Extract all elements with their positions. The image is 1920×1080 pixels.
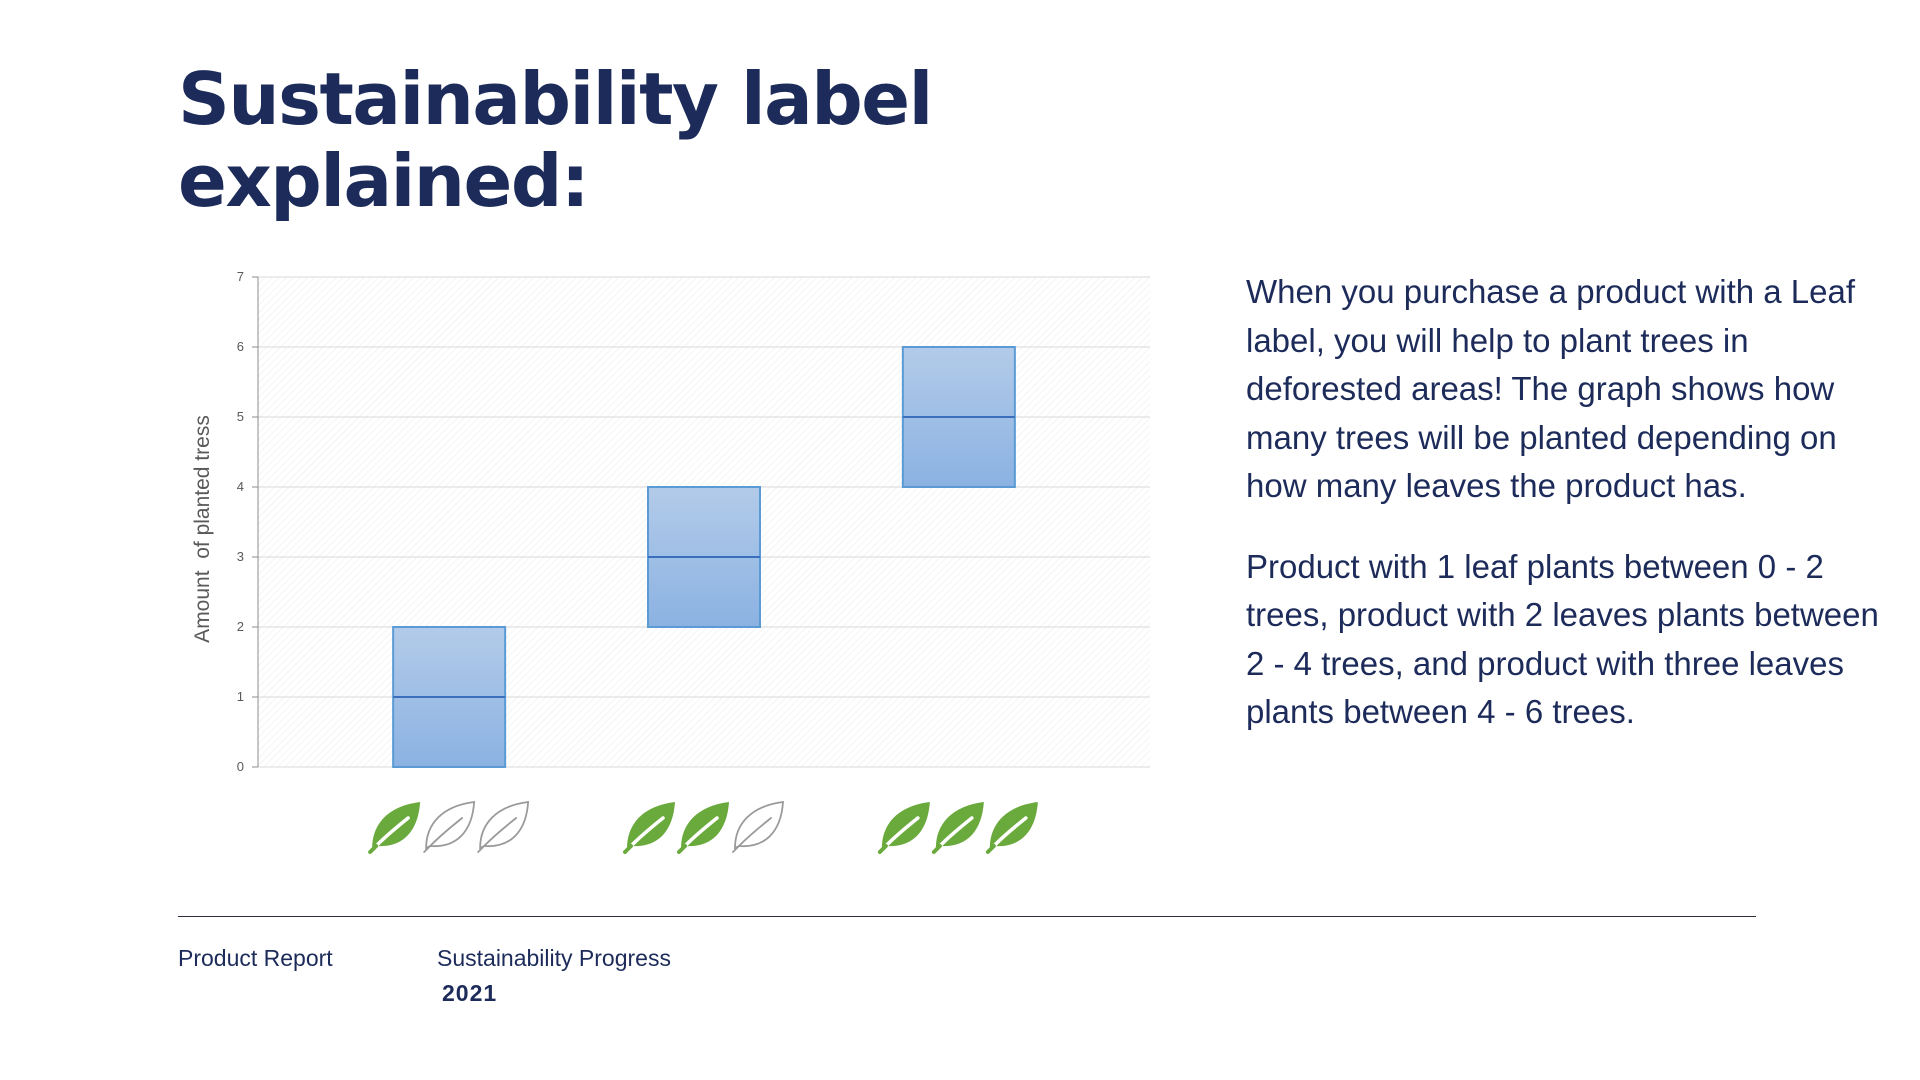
- leaf-vein: [477, 817, 518, 853]
- chart-svg: 0 1 2 3 4 5 6 7 Amount of planted tress: [191, 269, 1150, 854]
- leaf-stem: [368, 844, 379, 854]
- leaf-icon: [677, 802, 729, 854]
- y-tick-label: 1: [237, 689, 244, 704]
- box-group: [901, 346, 1016, 488]
- leaf-icon: [931, 802, 984, 854]
- leaf-vein: [932, 816, 974, 854]
- footer-divider: [178, 916, 1756, 917]
- leaf-vein: [878, 816, 920, 854]
- footer-report-label: Product Report: [178, 945, 333, 971]
- leaf-outline-icon: [732, 800, 784, 853]
- y-tick-label: 7: [237, 269, 244, 284]
- box-group: [647, 486, 761, 628]
- leaf-body: [425, 800, 476, 850]
- leaf-vein: [732, 817, 772, 853]
- y-tick-label: 6: [237, 339, 244, 354]
- leaf-body: [479, 800, 530, 850]
- leaf-stem: [985, 844, 996, 854]
- description-paragraph-2: Product with 1 leaf plants between 0 - 2…: [1246, 547, 1879, 731]
- leaf-icon: [877, 802, 930, 854]
- leaf-outline-icon: [477, 800, 530, 853]
- y-tick-label: 0: [237, 759, 244, 774]
- leaf-vein: [423, 817, 464, 853]
- y-tick-label: 2: [237, 619, 244, 634]
- leaf-vein: [986, 816, 1028, 854]
- y-tick-label: 3: [237, 549, 244, 564]
- footer-section-label: Sustainability Progress: [437, 945, 671, 971]
- leaf-vein: [623, 816, 665, 854]
- page-title: Sustainability label explained:: [178, 58, 998, 222]
- y-axis-title: Amount of planted tress: [191, 415, 214, 643]
- title-line-1: Sustainability label: [178, 57, 933, 141]
- y-tick-label: 4: [237, 479, 244, 494]
- y-tick-label: 5: [237, 409, 244, 424]
- title-line-2: explained:: [178, 139, 590, 223]
- leaf-outline-icon: [423, 800, 476, 853]
- leaf-icon: [623, 802, 675, 854]
- leaf-vein: [677, 816, 719, 854]
- footer-year: 2021: [442, 980, 498, 1006]
- leaf-stem: [877, 844, 888, 854]
- box-group: [392, 626, 507, 768]
- leaf-stem: [931, 844, 942, 854]
- leaf-stem: [677, 844, 687, 854]
- description: When you purchase a product with a Leaf …: [1246, 268, 1886, 769]
- leaf-icon: [368, 802, 421, 854]
- leaf-stem: [623, 844, 633, 854]
- leaf-vein: [368, 816, 410, 854]
- tree-planting-chart: 0 1 2 3 4 5 6 7 Amount of planted tress: [160, 255, 1180, 875]
- leaf-body: [734, 800, 784, 850]
- description-paragraph-1: When you purchase a product with a Leaf …: [1246, 273, 1856, 504]
- leaf-icon: [985, 802, 1038, 854]
